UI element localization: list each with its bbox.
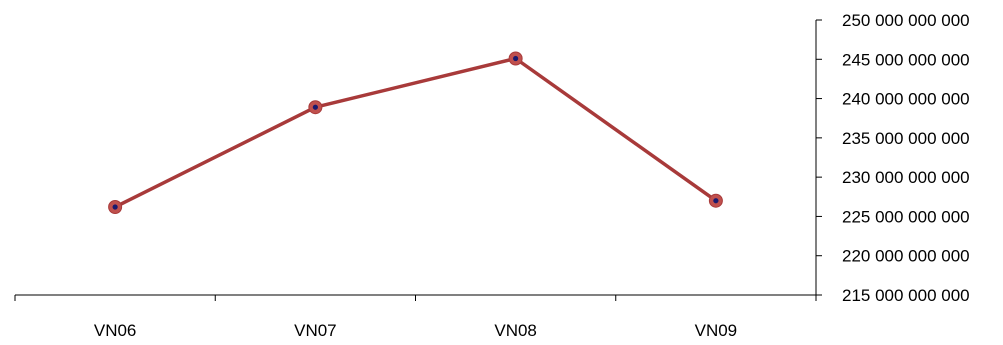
y-tick-label: 225 000 000 000 — [842, 207, 970, 226]
y-tick-label: 220 000 000 000 — [842, 247, 970, 266]
y-tick-label: 245 000 000 000 — [842, 50, 970, 69]
x-tick-label: VN08 — [494, 321, 537, 340]
x-tick-label: VN06 — [94, 321, 137, 340]
data-point-center — [112, 204, 118, 210]
x-tick-label: VN07 — [294, 321, 337, 340]
axes — [15, 20, 817, 296]
data-point-center — [713, 198, 719, 204]
data-point-center — [312, 104, 318, 110]
y-tick-label: 240 000 000 000 — [842, 90, 970, 109]
data-point — [708, 193, 723, 208]
y-tick-label: 215 000 000 000 — [842, 286, 970, 305]
data-point-center — [513, 55, 519, 62]
series-line — [113, 56, 718, 209]
data-point — [108, 200, 123, 214]
x-tick-label: VN09 — [695, 321, 738, 340]
y-tick-label: 250 000 000 000 — [842, 11, 970, 30]
series — [108, 51, 723, 214]
data-point — [308, 100, 323, 115]
data-point — [508, 51, 523, 66]
x-axis-ticks: VN06 VN07 VN08 VN09 — [14, 295, 817, 340]
y-tick-label: 235 000 000 000 — [842, 129, 970, 148]
y-axis-ticks: 215 000 000 000 220 000 000 000 225 000 00… — [816, 11, 970, 305]
y-tick-label: 230 000 000 000 — [842, 168, 970, 187]
